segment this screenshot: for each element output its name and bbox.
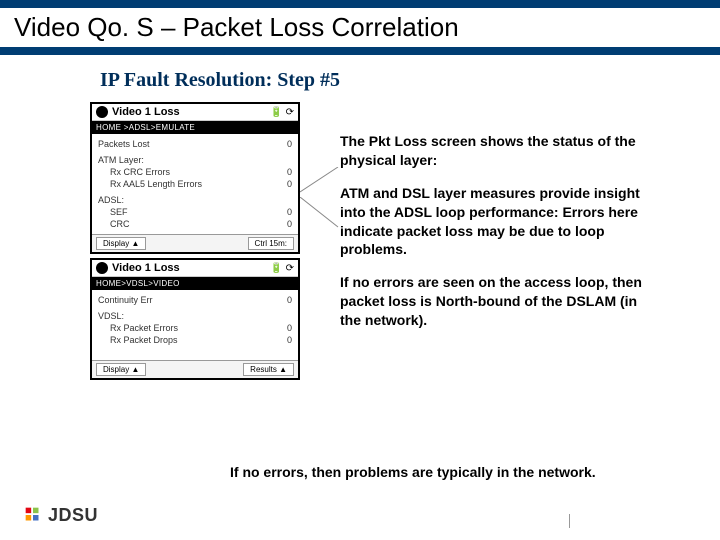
jdsu-logo: JDSU — [22, 504, 98, 526]
bottom-summary: If no errors, then problems are typicall… — [230, 464, 596, 480]
device-screenshots: Video 1 Loss 🔋 ⟳ HOME >ADSL>EMULATE Pack… — [90, 102, 300, 384]
footer-divider — [569, 514, 570, 528]
stat-section: ADSL: — [98, 194, 292, 206]
stat-row: Rx Packet Errors0 — [98, 322, 292, 334]
screen-title: Video 1 Loss — [112, 262, 270, 274]
stat-row: Rx AAL5 Length Errors0 — [98, 178, 292, 190]
explain-p1: The Pkt Loss screen shows the status of … — [340, 132, 660, 170]
breadcrumb: HOME >ADSL>EMULATE — [92, 121, 298, 134]
explain-p3: If no errors are seen on the access loop… — [340, 273, 660, 330]
stat-row: Packets Lost0 — [98, 138, 292, 150]
results-button[interactable]: Results ▲ — [243, 363, 294, 376]
screen-body: Packets Lost0 ATM Layer: Rx CRC Errors0 … — [92, 134, 298, 234]
breadcrumb: HOME>VDSL>VIDEO — [92, 277, 298, 290]
screen-title: Video 1 Loss — [112, 106, 270, 118]
callout-line-2 — [300, 197, 340, 237]
screen-header: Video 1 Loss 🔋 ⟳ — [92, 260, 298, 277]
bullet-icon — [96, 262, 108, 274]
title-bar: Video Qo. S – Packet Loss Correlation — [0, 0, 720, 55]
stat-row: Rx CRC Errors0 — [98, 166, 292, 178]
screen-vdsl: Video 1 Loss 🔋 ⟳ HOME>VDSL>VIDEO Continu… — [90, 258, 300, 380]
subtitle: IP Fault Resolution: Step #5 — [100, 69, 720, 92]
stat-row: Rx Packet Drops0 — [98, 334, 292, 346]
stat-row: CRC0 — [98, 218, 292, 230]
screen-adsl: Video 1 Loss 🔋 ⟳ HOME >ADSL>EMULATE Pack… — [90, 102, 300, 254]
ctrl-button[interactable]: Ctrl 15m: — [248, 237, 294, 250]
display-button[interactable]: Display ▲ — [96, 363, 146, 376]
header-icons: 🔋 ⟳ — [270, 107, 294, 118]
callout-line-1 — [300, 167, 340, 197]
explanation-block: The Pkt Loss screen shows the status of … — [340, 132, 660, 344]
stat-section: ATM Layer: — [98, 154, 292, 166]
explain-p2: ATM and DSL layer measures provide insig… — [340, 184, 660, 260]
screen-body: Continuity Err0 VDSL: Rx Packet Errors0 … — [92, 290, 298, 360]
stat-section: VDSL: — [98, 310, 292, 322]
display-button[interactable]: Display ▲ — [96, 237, 146, 250]
header-icons: 🔋 ⟳ — [270, 263, 294, 274]
content-area: Video 1 Loss 🔋 ⟳ HOME >ADSL>EMULATE Pack… — [0, 102, 720, 482]
stat-row: SEF0 — [98, 206, 292, 218]
screen-header: Video 1 Loss 🔋 ⟳ — [92, 104, 298, 121]
screen-footer: Display ▲ Ctrl 15m: — [92, 234, 298, 252]
screen-footer: Display ▲ Results ▲ — [92, 360, 298, 378]
slide-title: Video Qo. S – Packet Loss Correlation — [0, 8, 720, 47]
logo-icon — [22, 504, 44, 526]
stat-row: Continuity Err0 — [98, 294, 292, 306]
logo-text: JDSU — [48, 505, 98, 526]
bullet-icon — [96, 106, 108, 118]
